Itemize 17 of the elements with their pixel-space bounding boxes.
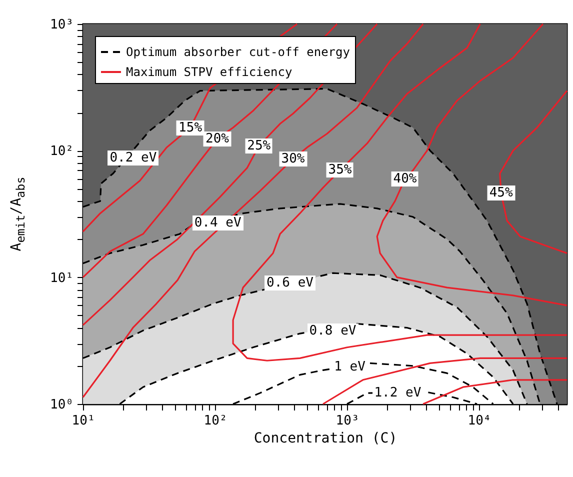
x-tick-label: 10³ <box>336 414 360 428</box>
annotation: 1 eV <box>332 360 368 375</box>
legend-label: Maximum STPV efficiency <box>126 65 292 79</box>
y-tick-label: 10² <box>50 144 74 160</box>
annotation: 0.6 eV <box>264 276 316 291</box>
y-tick-label: 10³ <box>50 18 74 32</box>
x-tick-label: 10⁴ <box>468 414 492 428</box>
x-tick-label: 10¹ <box>72 414 96 428</box>
x-tick-label: 10² <box>204 414 228 428</box>
annotation: 0.2 eV <box>108 150 159 166</box>
y-tick-label: 10¹ <box>50 270 74 286</box>
x-axis-title: Concentration (C) <box>254 430 398 446</box>
annotation: 0.4 eV <box>192 215 244 230</box>
legend-label: Optimum absorber cut-off energy <box>126 45 350 59</box>
y-tick-label: 10⁰ <box>50 398 74 412</box>
annotation: 0.8 eV <box>307 323 358 338</box>
annotation: 1.2 eV <box>372 386 424 401</box>
